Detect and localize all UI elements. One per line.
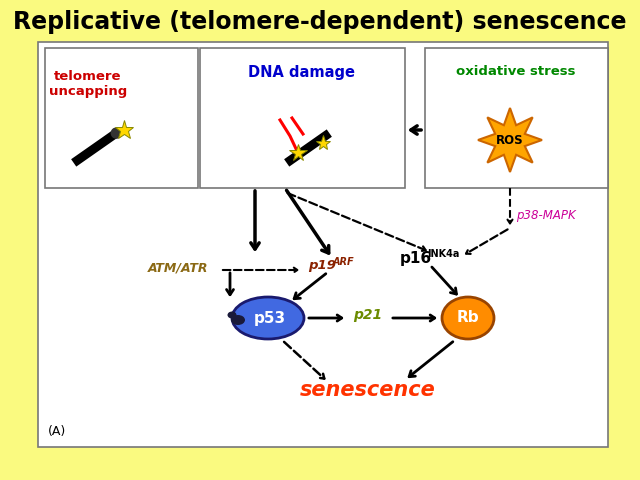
PathPatch shape bbox=[478, 108, 542, 172]
Polygon shape bbox=[71, 130, 119, 167]
Text: Replicative (telomere-dependent) senescence: Replicative (telomere-dependent) senesce… bbox=[13, 10, 627, 34]
Text: ARF: ARF bbox=[333, 257, 355, 267]
Text: oxidative stress: oxidative stress bbox=[456, 65, 576, 78]
Text: senescence: senescence bbox=[300, 380, 436, 400]
Bar bbox=[38, 42, 608, 447]
Text: p53: p53 bbox=[254, 311, 286, 325]
Text: ATM/ATR: ATM/ATR bbox=[148, 262, 209, 275]
Text: Rb: Rb bbox=[457, 311, 479, 325]
Text: p21: p21 bbox=[353, 308, 383, 322]
Text: DNA damage: DNA damage bbox=[248, 65, 355, 80]
Polygon shape bbox=[284, 130, 332, 167]
Text: ROS: ROS bbox=[496, 133, 524, 146]
Ellipse shape bbox=[232, 297, 304, 339]
Text: telomere
uncapping: telomere uncapping bbox=[49, 70, 127, 98]
Text: (A): (A) bbox=[48, 425, 67, 439]
Ellipse shape bbox=[231, 315, 245, 325]
Bar bbox=[45, 48, 198, 188]
Bar bbox=[425, 48, 608, 188]
Bar bbox=[200, 48, 405, 188]
Text: p38-MAPK: p38-MAPK bbox=[516, 208, 576, 221]
Ellipse shape bbox=[442, 297, 494, 339]
Text: p19: p19 bbox=[308, 259, 336, 272]
Circle shape bbox=[111, 128, 122, 138]
Ellipse shape bbox=[227, 312, 237, 319]
Text: INK4a: INK4a bbox=[427, 249, 460, 259]
Text: p16: p16 bbox=[400, 251, 432, 265]
